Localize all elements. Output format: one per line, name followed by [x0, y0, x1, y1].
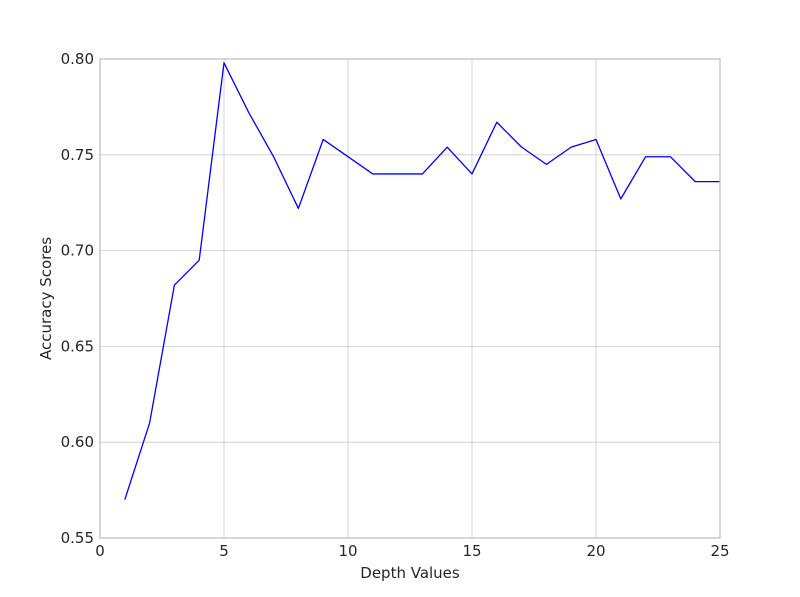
accuracy-series-line [124, 62, 720, 500]
x-tick-label: 15 [462, 542, 481, 560]
x-tick-label: 20 [586, 542, 605, 560]
x-tick-label: 25 [710, 542, 729, 560]
y-tick-label: 0.60 [61, 433, 94, 451]
y-axis-title: Accuracy Scores [37, 237, 55, 360]
x-tick-label: 0 [95, 542, 105, 560]
series-layer [124, 62, 720, 500]
x-axis-title: Depth Values [360, 564, 460, 582]
x-tick-label: 5 [219, 542, 229, 560]
y-tick-label: 0.80 [61, 50, 94, 68]
x-tick-label: 10 [338, 542, 357, 560]
x-tick-labels: 0 5 10 15 20 25 [95, 542, 729, 560]
y-tick-labels: 0.55 0.60 0.65 0.70 0.75 0.80 [61, 50, 94, 547]
plot-frame [99, 58, 721, 539]
y-tick-label: 0.70 [61, 242, 94, 260]
y-tick-label: 0.65 [61, 337, 94, 355]
y-tick-label: 0.75 [61, 146, 94, 164]
y-tick-label: 0.55 [61, 529, 94, 547]
grid [99, 58, 721, 539]
